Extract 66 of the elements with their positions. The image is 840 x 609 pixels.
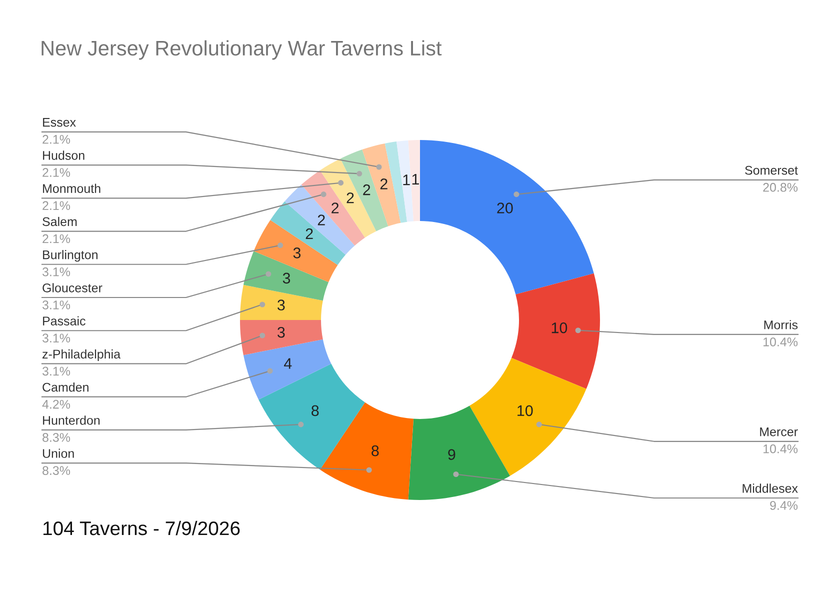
donut-slice xyxy=(470,358,586,476)
text: 3.1% xyxy=(42,267,70,276)
slice-label: Essex xyxy=(43,118,76,127)
text: 9.4% xyxy=(770,501,798,510)
data-label: 10 xyxy=(552,322,568,334)
text: 2.1% xyxy=(42,234,70,244)
donut-slice xyxy=(408,406,510,500)
data-label: 2 xyxy=(380,178,388,190)
donut-slice xyxy=(362,143,401,226)
slice-label: Burlington xyxy=(43,250,98,262)
text: 3.1% xyxy=(42,334,70,342)
donut-slice xyxy=(270,201,346,265)
data-label: 2 xyxy=(306,228,313,240)
data-label: 3 xyxy=(278,326,285,338)
slice-label: Hunterdon xyxy=(43,416,100,425)
slice-label: Monmouth xyxy=(43,184,100,193)
donut-slice xyxy=(408,140,420,222)
donut-slice xyxy=(240,320,323,356)
slice-label: Middlesex xyxy=(742,484,798,493)
slice-label: Mercer xyxy=(760,427,798,436)
text: 4.2% xyxy=(42,400,70,409)
data-label: 2 xyxy=(346,192,354,204)
data-label: 2 xyxy=(318,214,325,226)
text: 2.1% xyxy=(42,201,70,210)
data-label: 3 xyxy=(293,248,301,258)
text: 20.8% xyxy=(763,182,798,192)
data-label: 2 xyxy=(363,184,370,196)
slice-label: Union xyxy=(42,448,74,458)
text: 8.3% xyxy=(42,466,70,475)
text: 10.4% xyxy=(764,338,798,346)
data-label: 10 xyxy=(518,405,533,416)
data-label: 4 xyxy=(284,358,292,369)
donut-slice xyxy=(301,170,365,246)
text: 8.3% xyxy=(42,433,70,442)
slice-label: Camden xyxy=(42,382,88,392)
text: 104 Taverns - 7/9/2026 xyxy=(43,520,240,536)
text: 3.1% xyxy=(42,300,70,310)
slice-label: Passaic xyxy=(43,316,86,326)
data-label: 1 xyxy=(403,174,410,186)
chart-title: New Jersey Revolutionary War Taverns List xyxy=(42,40,442,60)
data-label: 8 xyxy=(372,445,379,456)
slice-label: z-Philadelphia xyxy=(42,349,121,362)
donut-slice xyxy=(511,273,600,389)
donut-slice xyxy=(420,140,594,294)
text: 2.1% xyxy=(42,134,70,144)
donut-slice xyxy=(320,402,414,500)
text: 2.1% xyxy=(42,168,70,177)
data-label: 1 xyxy=(412,174,419,185)
slice-label: Gloucester xyxy=(42,283,102,292)
donut-slice xyxy=(340,150,388,232)
slice-label: Salem xyxy=(42,216,77,226)
donut-slice xyxy=(396,140,414,222)
text: 3.1% xyxy=(42,366,70,376)
slice-label: Hudson xyxy=(43,150,84,160)
donut-slice xyxy=(320,158,376,238)
data-label: 3 xyxy=(278,300,285,310)
slice-label: Somerset xyxy=(745,166,798,175)
donut-slice xyxy=(243,339,332,400)
data-label: 2 xyxy=(332,202,339,214)
slice-label: Morris xyxy=(764,320,798,330)
text: 10.4% xyxy=(764,444,798,454)
data-label: 9 xyxy=(448,449,456,460)
data-label: 3 xyxy=(282,272,290,284)
donut-slice xyxy=(240,284,323,320)
data-label: 8 xyxy=(312,405,319,416)
data-label: 20 xyxy=(497,202,513,214)
